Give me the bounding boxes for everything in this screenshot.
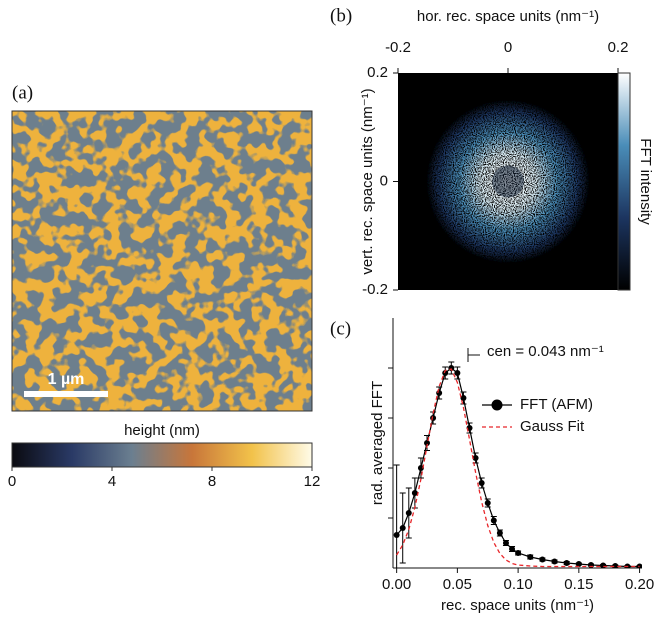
data-point xyxy=(515,550,522,556)
data-point xyxy=(563,560,570,566)
x-tick-label: 0 xyxy=(504,39,512,56)
data-point xyxy=(424,440,431,446)
x-tick-label: -0.2 xyxy=(385,39,411,56)
y-tick-label: 0.2 xyxy=(367,64,388,81)
legend-marker xyxy=(491,399,503,411)
data-point xyxy=(600,562,607,568)
panel-label: (c) xyxy=(330,318,351,339)
y-axis-label: rad. averaged FFT xyxy=(369,381,386,505)
colorbar xyxy=(11,442,313,468)
data-point xyxy=(490,517,497,524)
colorbar-label: height (nm) xyxy=(124,422,200,439)
x-tick-label: 0.00 xyxy=(382,576,411,593)
legend-label: FFT (AFM) xyxy=(520,396,593,413)
colorbar xyxy=(617,72,631,291)
colorbar-tick-label: 4 xyxy=(108,473,116,490)
data-point xyxy=(575,561,582,567)
x-tick-label: 0.10 xyxy=(504,576,533,593)
data-point xyxy=(509,546,516,552)
data-point xyxy=(502,540,509,546)
data-point xyxy=(430,415,437,421)
data-point xyxy=(460,395,467,401)
data-point xyxy=(411,490,418,496)
y-tick-label: -0.2 xyxy=(362,281,388,298)
data-point xyxy=(539,556,546,563)
annotation-marker xyxy=(467,348,480,362)
data-point xyxy=(442,370,449,376)
colorbar-tick-label: 8 xyxy=(208,473,216,490)
y-tick-label: 0 xyxy=(380,172,388,189)
data-point xyxy=(484,500,491,506)
colorbar-label: FFT intensity xyxy=(637,138,654,225)
y-axis-label: vert. rec. space units (nm⁻¹) xyxy=(359,88,376,274)
panel-label: (a) xyxy=(12,82,33,103)
annotation: cen = 0.043 nm⁻¹ xyxy=(487,343,604,360)
scale-bar xyxy=(24,391,108,397)
legend-label: Gauss Fit xyxy=(520,418,585,435)
x-tick-label: 0.2 xyxy=(608,39,629,56)
data-point xyxy=(496,530,503,536)
data-point xyxy=(478,480,485,486)
data-point xyxy=(393,532,400,538)
series-line xyxy=(396,368,640,568)
colorbar-tick-label: 12 xyxy=(304,473,321,490)
afm-frame xyxy=(11,110,313,412)
x-axis-label: hor. rec. space units (nm⁻¹) xyxy=(417,8,599,25)
data-point xyxy=(399,525,406,531)
data-point xyxy=(527,554,534,560)
x-tick-label: 0.15 xyxy=(564,576,593,593)
series-line xyxy=(396,367,640,568)
data-point xyxy=(417,465,424,471)
plot-area xyxy=(393,361,642,568)
data-point xyxy=(454,370,461,376)
x-axis-label: rec. space units (nm⁻¹) xyxy=(441,597,594,614)
fft-center xyxy=(492,165,524,198)
scale-bar-label: 1 µm xyxy=(48,371,85,388)
data-point xyxy=(405,510,412,516)
x-tick-label: 0.20 xyxy=(625,576,654,593)
colorbar-tick-label: 0 xyxy=(8,473,16,490)
data-point xyxy=(636,563,642,568)
panel-label: (b) xyxy=(330,5,352,26)
x-tick-label: 0.05 xyxy=(443,576,472,593)
data-point xyxy=(472,455,479,461)
afm-features xyxy=(12,111,312,411)
data-point xyxy=(551,558,558,565)
data-point xyxy=(436,390,443,396)
